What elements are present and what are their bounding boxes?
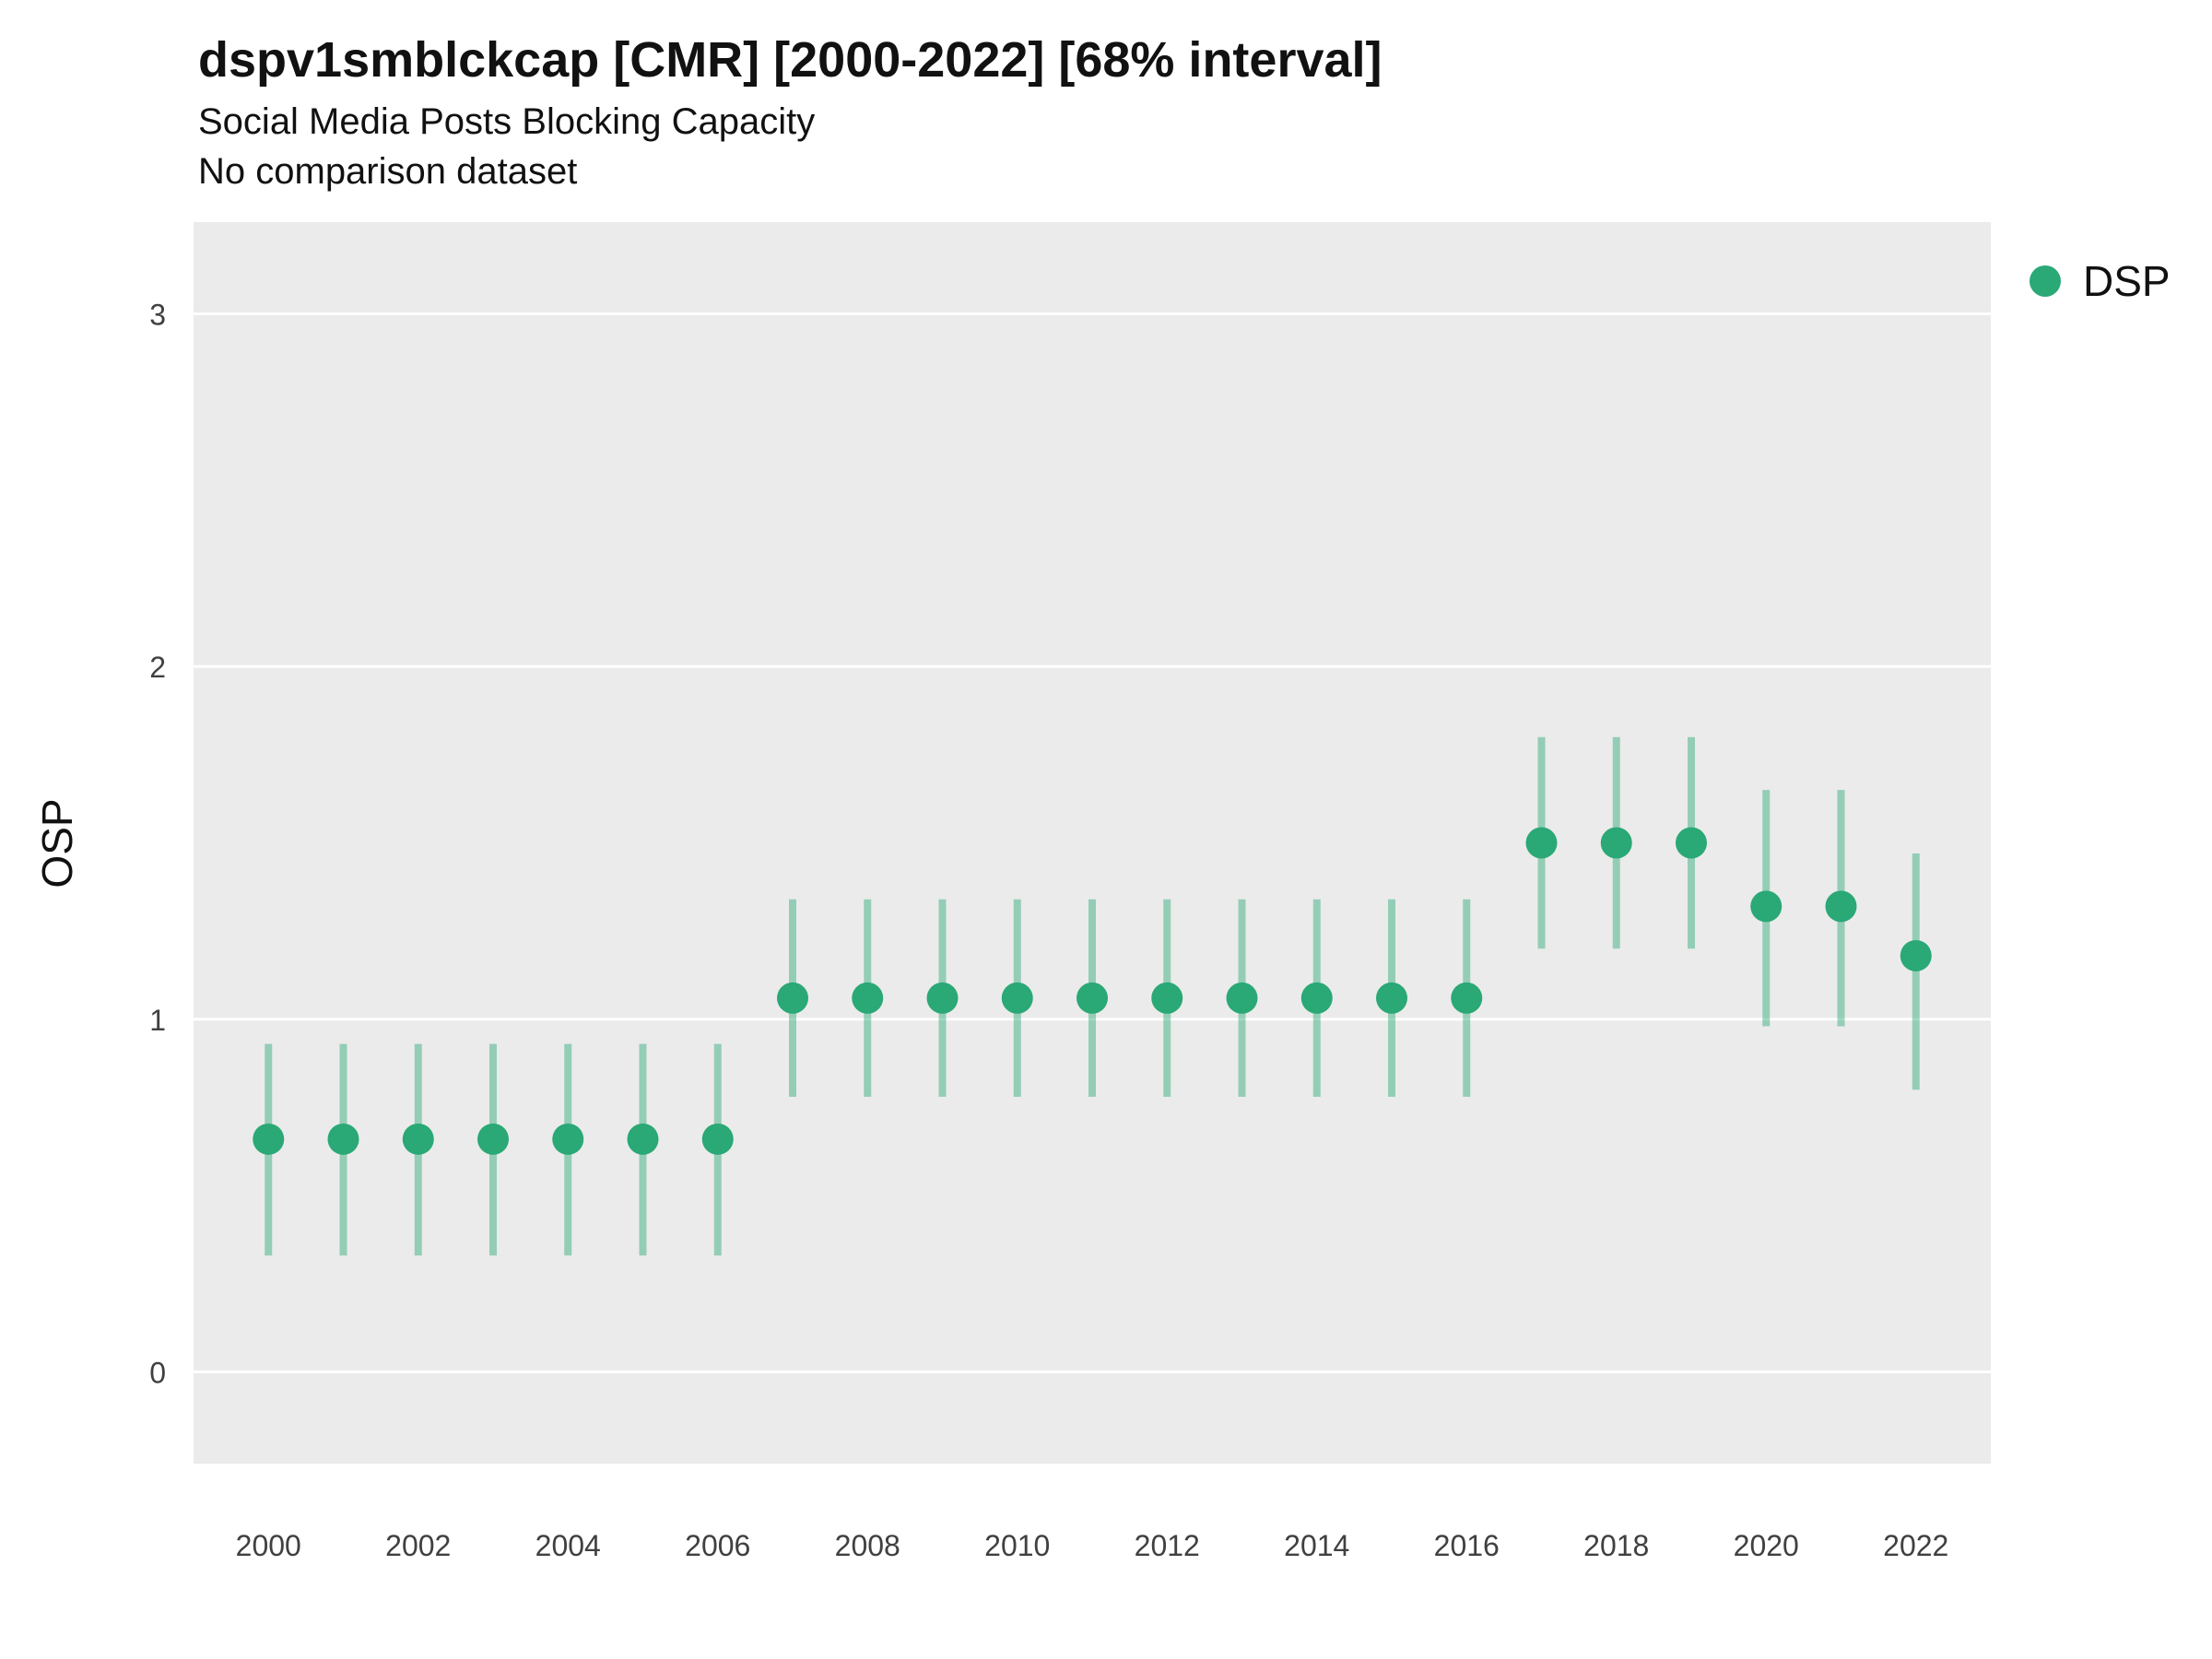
x-tick-label: 2010 [984, 1529, 1050, 1562]
data-point [327, 1123, 359, 1155]
data-point [1825, 890, 1857, 923]
plot-panel [194, 222, 1991, 1464]
data-point [402, 1123, 434, 1155]
x-tick-label: 2012 [1135, 1529, 1200, 1562]
y-tick-label: 0 [149, 1357, 166, 1390]
x-tick-label: 2014 [1284, 1529, 1349, 1562]
data-point [1750, 890, 1783, 923]
data-point [1226, 982, 1258, 1014]
legend: DSP [2030, 256, 2171, 306]
x-tick-label: 2018 [1583, 1529, 1649, 1562]
x-tick-label: 2016 [1434, 1529, 1500, 1562]
data-point [1376, 982, 1407, 1014]
data-point [627, 1123, 659, 1155]
data-point [1001, 982, 1033, 1014]
data-point [1300, 982, 1333, 1014]
data-point [1600, 827, 1632, 859]
chart-header: dspv1smblckcap [CMR] [2000-2022] [68% in… [198, 32, 1382, 193]
data-point [1077, 982, 1108, 1014]
data-point [701, 1123, 734, 1155]
x-tick-label: 2020 [1734, 1529, 1799, 1562]
data-point [1676, 827, 1707, 859]
data-point [1900, 939, 1932, 971]
y-tick-label: 3 [149, 298, 166, 331]
data-point [1525, 827, 1558, 859]
data-point [777, 982, 808, 1014]
data-point [477, 1123, 509, 1155]
data-point [253, 1123, 285, 1155]
chart-subtitle: Social Media Posts Blocking Capacity [198, 101, 816, 143]
x-tick-label: 2008 [835, 1529, 900, 1562]
legend-dot-dsp [2030, 265, 2061, 297]
y-tick-label: 2 [149, 651, 166, 684]
y-tick-label: 1 [149, 1004, 166, 1037]
chart-title: dspv1smblckcap [CMR] [2000-2022] [68% in… [198, 32, 1382, 88]
x-tick-label: 2000 [236, 1529, 301, 1562]
data-point [1451, 982, 1483, 1014]
x-tick-label: 2002 [385, 1529, 451, 1562]
data-point [926, 982, 959, 1014]
data-point [1151, 982, 1183, 1014]
data-point [552, 1123, 584, 1155]
x-tick-label: 2006 [685, 1529, 750, 1562]
chart-note: No comparison dataset [198, 151, 578, 193]
x-tick-label: 2004 [535, 1529, 601, 1562]
x-tick-label: 2022 [1883, 1529, 1948, 1562]
legend-label-dsp: DSP [2083, 257, 2171, 305]
data-point [852, 982, 884, 1014]
